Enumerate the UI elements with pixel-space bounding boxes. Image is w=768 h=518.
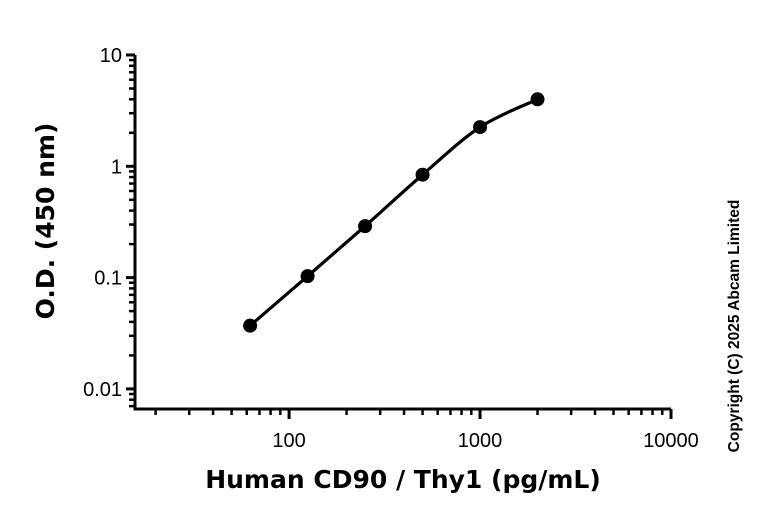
data-point: [300, 269, 315, 284]
fit-curve: [248, 97, 540, 328]
data-point: [243, 318, 258, 333]
data-point: [473, 120, 488, 135]
x-tick-label: 10000: [643, 430, 699, 452]
data-point: [530, 92, 545, 107]
data-points: [243, 92, 545, 333]
y-tick-label: 1: [111, 156, 122, 178]
y-axis: 0.01 0.1 1 10: [83, 45, 137, 409]
y-tick-label: 0.01: [83, 379, 122, 401]
y-axis-title: O.D. (450 nm): [31, 123, 60, 320]
copyright-notice: Copyright (C) 2025 Abcam Limited: [726, 200, 743, 453]
data-point: [358, 219, 373, 234]
y-tick-label: 0.1: [94, 268, 122, 290]
x-axis-title: Human CD90 / Thy1 (pg/mL): [205, 465, 601, 494]
data-point: [415, 167, 430, 182]
y-tick-label: 10: [100, 45, 122, 67]
x-axis: 100 1000 10000: [133, 407, 699, 452]
x-tick-label: 100: [272, 430, 305, 452]
x-tick-label: 1000: [458, 430, 503, 452]
